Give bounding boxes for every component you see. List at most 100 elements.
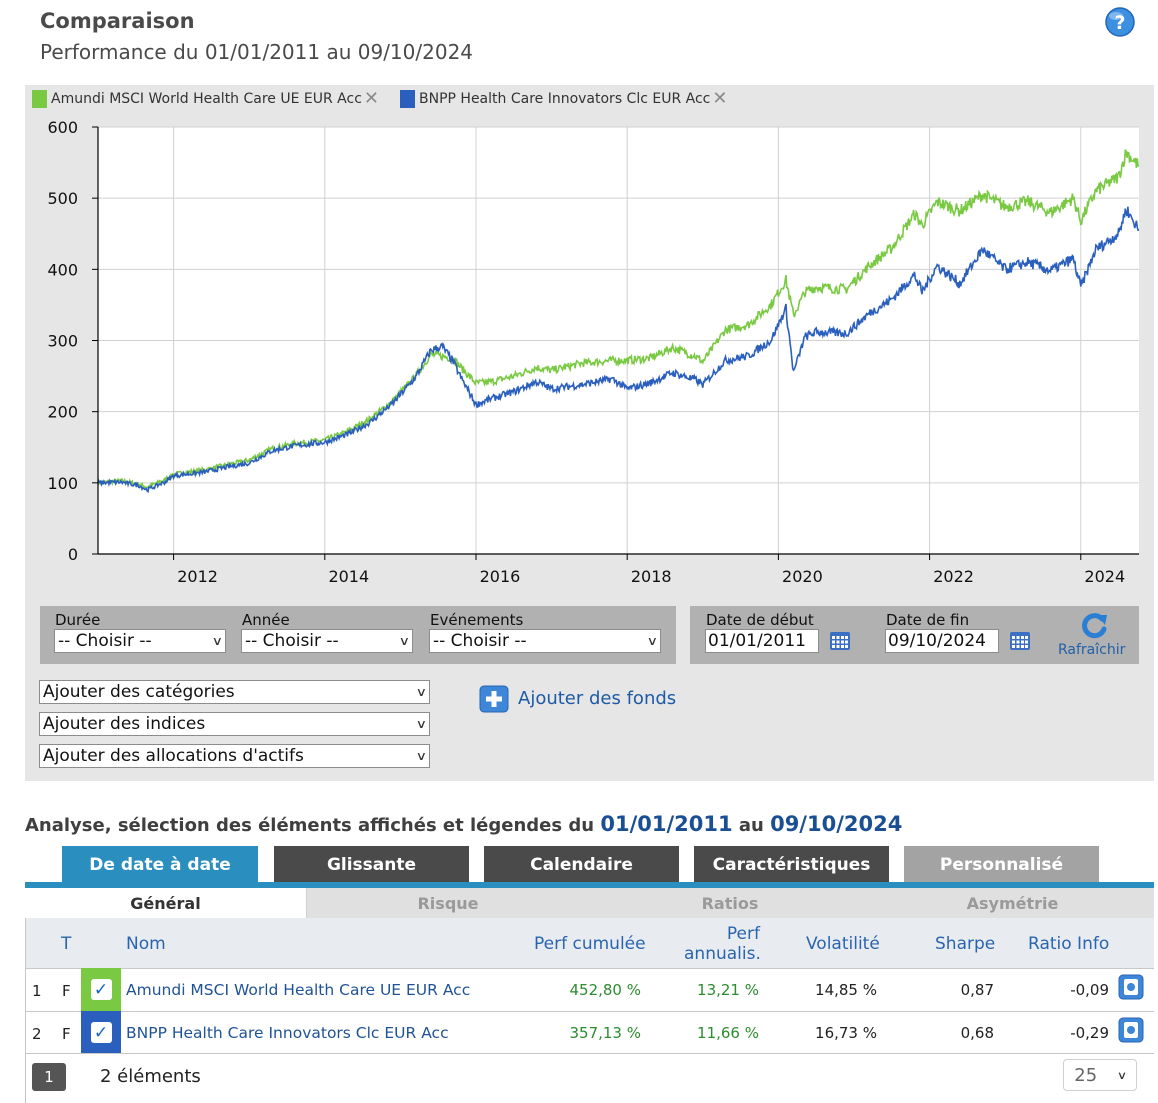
subtab-risque[interactable]: Risque (417, 893, 479, 913)
tab-glissante[interactable]: Glissante (274, 846, 469, 883)
sharpe-value: 0,87 (960, 981, 994, 999)
sharpe-value: 0,68 (960, 1024, 994, 1042)
refresh-icon[interactable] (1080, 611, 1110, 639)
subtab-asymetrie[interactable]: Asymétrie (966, 893, 1059, 913)
y-tick-label: 0 (68, 545, 78, 564)
x-tick-label: 2020 (782, 567, 823, 586)
y-tick-label: 200 (47, 403, 78, 422)
page-size-select[interactable]: 25 ∨ (1063, 1059, 1137, 1091)
svg-text:?: ? (1114, 12, 1125, 34)
series-line-2 (97, 206, 1139, 493)
series-group (97, 149, 1140, 493)
fund-sheet-icon[interactable] (1118, 974, 1144, 1000)
tab-de-date-a-date[interactable]: De date à date (62, 846, 258, 883)
analyse-title: Analyse, sélection des éléments affichés… (25, 812, 902, 836)
header-type[interactable]: T (61, 934, 72, 954)
header-ratio-info[interactable]: Ratio Info (1028, 934, 1110, 954)
checkmark-icon: ✓ (90, 1022, 112, 1043)
performance-chart: 0 100 200 300 400 500 600 2012 2014 2016 2018 2020 2… (47, 118, 1140, 586)
y-tick-label: 600 (47, 118, 78, 137)
calendar-icon[interactable] (829, 631, 851, 651)
date-debut-label: Date de début (706, 611, 814, 629)
evenements-label: Evénements (430, 611, 524, 629)
add-allocations-select[interactable]: Ajouter des allocations d'actifs ∨ (39, 744, 430, 768)
chevron-down-icon: ∨ (1116, 1068, 1127, 1082)
tab-calendaire[interactable]: Calendaire (484, 846, 679, 883)
legend-item-bnpp[interactable]: BNPP Health Care Innovators Clc EUR Acc … (400, 90, 727, 108)
grid (98, 126, 1139, 554)
perf-annualis-value: 13,21 % (697, 981, 759, 999)
y-tick-label: 100 (47, 474, 78, 493)
date-fin-input[interactable]: 09/10/2024 (885, 629, 999, 653)
x-tick-label: 2016 (480, 567, 521, 586)
evenements-select[interactable]: -- Choisir -- ∨ (429, 629, 661, 653)
fund-name-link[interactable]: BNPP Health Care Innovators Clc EUR Acc (126, 1024, 449, 1042)
subtab-ratios[interactable]: Ratios (701, 893, 759, 913)
subtab-general[interactable]: Général (25, 888, 307, 918)
table-header (25, 918, 1154, 968)
x-tick-label: 2012 (177, 567, 218, 586)
chevron-down-icon: ∨ (415, 717, 428, 731)
header-perf-cumulee[interactable]: Perf cumulée (534, 934, 646, 954)
header-sharpe[interactable]: Sharpe (935, 934, 996, 954)
row-number: 2 (32, 1025, 42, 1043)
header-volatilite[interactable]: Volatilité (806, 934, 880, 954)
add-fonds-link[interactable]: Ajouter des fonds (518, 688, 677, 709)
row-checkbox[interactable]: ✓ (81, 968, 121, 1011)
add-indices-select[interactable]: Ajouter des indices ∨ (39, 712, 430, 736)
row-type: F (62, 982, 71, 1000)
duree-value: -- Choisir -- (58, 631, 152, 651)
date-fin-label: Date de fin (886, 611, 970, 629)
tab-underline (25, 882, 1154, 888)
x-tick-label: 2022 (933, 567, 974, 586)
page-title: Comparaison (40, 9, 195, 33)
row-divider (25, 968, 1154, 969)
tab-caracteristiques[interactable]: Caractéristiques (694, 846, 889, 883)
header-perf-annualis-line1[interactable]: Perf (726, 924, 760, 944)
fund-sheet-icon[interactable] (1118, 1017, 1144, 1043)
x-tick-label: 2024 (1084, 567, 1125, 586)
evenements-value: -- Choisir -- (433, 631, 527, 651)
annee-select[interactable]: -- Choisir -- ∨ (241, 629, 413, 653)
header-nom[interactable]: Nom (126, 934, 166, 954)
add-categories-select[interactable]: Ajouter des catégories ∨ (39, 680, 430, 704)
legend-swatch (400, 90, 415, 108)
refresh-label[interactable]: Rafraîchir (1058, 642, 1126, 658)
close-icon[interactable]: ✕ (363, 88, 379, 109)
tab-personnalise[interactable]: Personnalisé (904, 846, 1099, 883)
analyse-prefix: Analyse, sélection des éléments affichés… (25, 815, 601, 836)
question-mark-icon[interactable]: ? (1104, 6, 1136, 38)
analyse-middle: au (732, 815, 771, 836)
calendar-icon[interactable] (1009, 631, 1031, 651)
page-size-value: 25 (1074, 1064, 1098, 1086)
chevron-down-icon: ∨ (415, 749, 428, 763)
page-subtitle: Performance du 01/01/2011 au 09/10/2024 (40, 40, 474, 64)
date-debut-input[interactable]: 01/01/2011 (705, 629, 819, 653)
legend-swatch (32, 90, 47, 108)
duree-select[interactable]: -- Choisir -- ∨ (54, 629, 226, 653)
add-categories-label: Ajouter des catégories (43, 682, 235, 702)
row-checkbox[interactable]: ✓ (81, 1011, 121, 1054)
close-icon[interactable]: ✕ (712, 88, 728, 109)
perf-annualis-value: 11,66 % (697, 1024, 759, 1042)
ratio-info-value: -0,29 (1070, 1024, 1109, 1042)
add-indices-label: Ajouter des indices (43, 714, 206, 734)
legend-item-amundi[interactable]: Amundi MSCI World Health Care UE EUR Acc… (32, 90, 379, 108)
plus-icon[interactable] (479, 685, 509, 713)
ratio-info-value: -0,09 (1070, 981, 1109, 999)
chevron-down-icon: ∨ (211, 634, 224, 648)
y-tick-label: 400 (47, 260, 78, 279)
fund-name-link[interactable]: Amundi MSCI World Health Care UE EUR Acc (126, 981, 471, 999)
row-divider (25, 1053, 1154, 1054)
x-tick-label: 2018 (631, 567, 672, 586)
volatilite-value: 16,73 % (815, 1024, 877, 1042)
table-border (25, 918, 26, 1103)
row-number: 1 (32, 982, 42, 1000)
y-tick-label: 500 (47, 189, 78, 208)
header-perf-annualis-line2[interactable]: annualis. (684, 944, 761, 964)
page-button[interactable]: 1 (32, 1063, 66, 1091)
chevron-down-icon: ∨ (646, 634, 659, 648)
chevron-down-icon: ∨ (398, 634, 411, 648)
annee-label: Année (242, 611, 290, 629)
duree-label: Durée (55, 611, 101, 629)
